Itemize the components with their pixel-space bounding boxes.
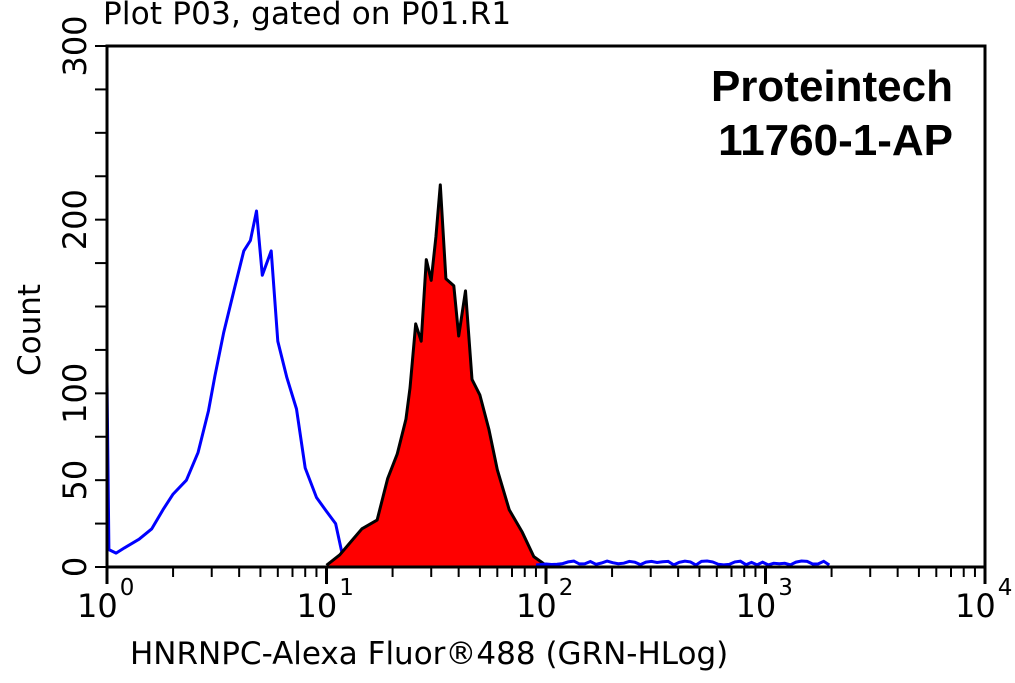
y-tick-label: 100 [56, 363, 94, 424]
y-tick-label: 50 [56, 460, 94, 501]
series-outline [325, 183, 547, 567]
y-axis-ticks: 0 50 100 200 300 [56, 15, 107, 577]
y-axis-label: Count [12, 283, 48, 377]
catalog-number: 11760-1-AP [718, 116, 953, 165]
y-tick-label: 200 [56, 189, 94, 250]
series-area-fill [326, 184, 546, 567]
series-line [105, 209, 346, 563]
histogram-curves [105, 183, 831, 567]
y-tick-label: 0 [56, 557, 94, 577]
baseline-noise [535, 559, 831, 567]
y-tick-label: 300 [56, 15, 94, 76]
chart-title: Plot P03, gated on P01.R1 [103, 0, 512, 32]
x-axis-ticks: 100 101 102 103 104 [77, 567, 1012, 625]
brand-name: Proteintech [710, 62, 953, 111]
x-axis-label: HNRNPC-Alexa Fluor®488 (GRN-HLog) [130, 636, 729, 672]
plot-frame [105, 44, 987, 569]
brand-annotation: Proteintech 11760-1-AP [711, 60, 953, 168]
